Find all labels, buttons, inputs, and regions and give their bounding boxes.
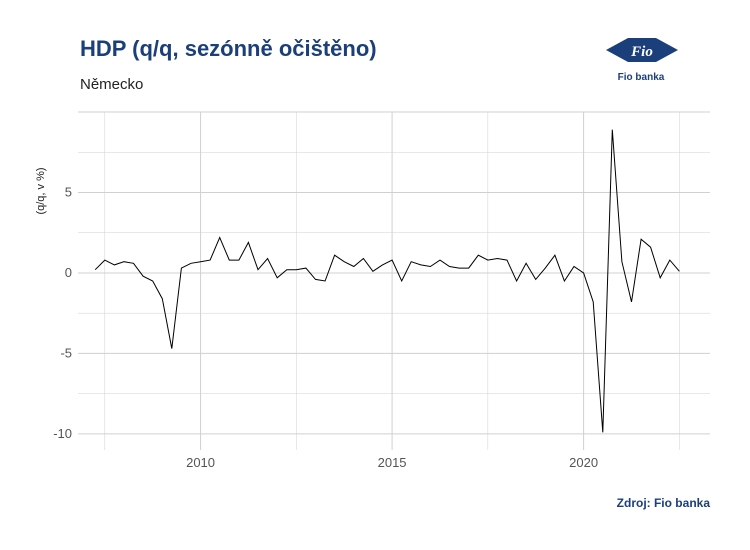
x-tick-label: 2020 — [569, 455, 598, 470]
y-tick-label: -10 — [53, 426, 72, 441]
gdp-series-line — [94, 129, 680, 433]
y-tick-label: -5 — [60, 345, 72, 360]
x-tick-labels: 2010 2015 2020 — [186, 455, 598, 470]
y-tick-label: 5 — [65, 184, 72, 199]
logo-label: Fio banka — [617, 72, 665, 83]
y-axis-label: (q/q, v %) — [35, 167, 47, 214]
x-tick-label: 2015 — [378, 455, 407, 470]
y-tick-label: 0 — [65, 265, 72, 280]
logo-flag-icon — [606, 38, 678, 62]
fio-banka-logo: Fio — [606, 38, 678, 62]
chart-title: HDP (q/q, sezónně očištěno) — [80, 36, 377, 61]
logo-mark-text: Fio — [630, 44, 653, 60]
y-tick-labels: -10 -5 0 5 — [53, 184, 72, 440]
grid-lines — [78, 111, 710, 450]
chart-subtitle: Německo — [80, 76, 144, 93]
source-note: Zdroj: Fio banka — [616, 496, 710, 510]
x-tick-label: 2010 — [186, 455, 215, 470]
